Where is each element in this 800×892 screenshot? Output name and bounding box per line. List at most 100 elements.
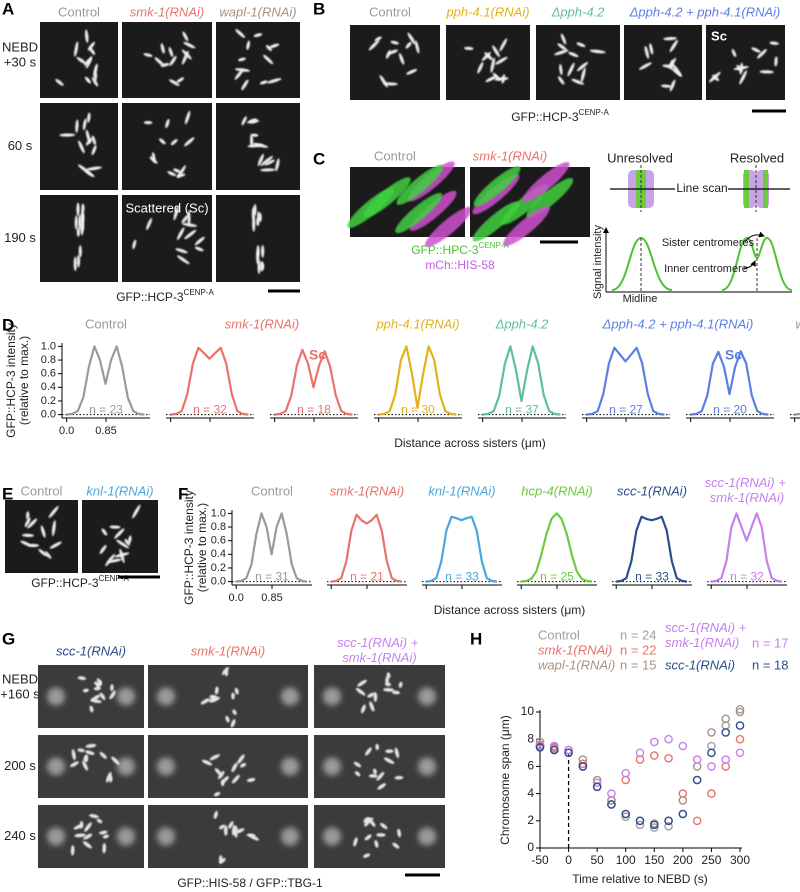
chromosome bbox=[76, 254, 81, 268]
chromosome bbox=[406, 69, 418, 75]
micrograph bbox=[624, 25, 702, 100]
micrograph bbox=[148, 665, 308, 728]
chromosome bbox=[589, 49, 606, 54]
chromosome bbox=[109, 690, 116, 700]
chromosome bbox=[84, 170, 95, 178]
profile-line bbox=[690, 350, 769, 416]
chromosome bbox=[415, 40, 420, 54]
chromosome bbox=[580, 67, 586, 83]
chromosome bbox=[154, 57, 165, 67]
chromosome bbox=[364, 817, 370, 822]
chromosome bbox=[259, 80, 268, 85]
micrograph bbox=[122, 22, 212, 98]
micrograph bbox=[82, 500, 158, 573]
y-tick-label: 1.0 bbox=[211, 507, 226, 519]
chromosome bbox=[159, 138, 166, 145]
chromosome bbox=[99, 544, 107, 555]
chromatid bbox=[396, 164, 444, 205]
chromosome bbox=[40, 525, 46, 538]
series-title: hcp-4(RNAi) bbox=[521, 483, 593, 498]
y-tick-label: 0.0 bbox=[211, 575, 226, 587]
chromosome bbox=[70, 845, 75, 856]
micrograph bbox=[347, 161, 472, 247]
chromosome bbox=[268, 43, 280, 49]
centrosome bbox=[117, 687, 135, 706]
chromosome bbox=[663, 36, 677, 41]
chromosome bbox=[184, 229, 197, 240]
chromosome bbox=[225, 715, 230, 723]
superscript: CENP-A bbox=[479, 241, 510, 250]
y-tick-label: 0.4 bbox=[211, 548, 226, 560]
chromosome bbox=[85, 56, 93, 69]
chromosome bbox=[260, 168, 275, 172]
y-tick-label: 0.2 bbox=[41, 395, 56, 407]
diagram-label: Line scan bbox=[676, 181, 727, 195]
n-label: n = 33 bbox=[445, 570, 479, 584]
chromosome bbox=[143, 53, 153, 57]
centrosome bbox=[47, 757, 65, 776]
column-header: pph-4.1(RNAi) bbox=[445, 4, 529, 19]
micrograph-bg bbox=[82, 500, 158, 573]
centrosome bbox=[418, 687, 436, 706]
chromosome bbox=[464, 46, 474, 51]
series-title: Δpph-4.2 + pph-4.1(RNAi) bbox=[602, 316, 754, 331]
point bbox=[635, 748, 645, 758]
chromosome bbox=[554, 49, 569, 56]
column-header: scc-1(RNAi) + smk-1(RNAi) bbox=[337, 636, 422, 666]
chromosome bbox=[477, 61, 484, 74]
chromosome bbox=[76, 202, 80, 217]
chromosome bbox=[250, 134, 254, 147]
chromosome bbox=[639, 62, 652, 70]
centrosome bbox=[323, 687, 341, 706]
chromosome bbox=[128, 535, 132, 544]
annotation: Sc bbox=[711, 28, 727, 43]
chromosome bbox=[209, 694, 217, 699]
chromosome bbox=[219, 824, 226, 830]
chromosome bbox=[75, 119, 79, 133]
legend-n: n = 15 bbox=[620, 657, 657, 672]
point bbox=[721, 714, 731, 724]
chromosome bbox=[223, 825, 228, 836]
chromosome bbox=[73, 256, 77, 272]
point bbox=[607, 800, 616, 809]
chromosome bbox=[151, 152, 156, 163]
chromosome bbox=[124, 538, 131, 546]
point bbox=[721, 755, 731, 764]
x-tick-label: 300 bbox=[730, 853, 750, 867]
point bbox=[564, 745, 573, 755]
y-tick-label: 0.8 bbox=[41, 354, 56, 366]
chromatid bbox=[502, 206, 550, 247]
point bbox=[549, 745, 559, 755]
chromosome bbox=[175, 248, 188, 254]
chromosome bbox=[219, 858, 226, 864]
n-label: n = 27 bbox=[609, 403, 643, 417]
chromosome bbox=[241, 79, 249, 91]
chromosome bbox=[167, 171, 177, 177]
n-label: n = 37 bbox=[505, 403, 539, 417]
micrograph-bg bbox=[122, 22, 212, 98]
y-tick-label: 0.2 bbox=[211, 562, 226, 574]
chromosome bbox=[405, 41, 412, 49]
micrograph bbox=[470, 162, 590, 247]
chromosome bbox=[231, 774, 240, 784]
chromosome bbox=[368, 774, 378, 778]
chromosome bbox=[84, 754, 89, 763]
micrograph bbox=[536, 25, 620, 100]
chromosome bbox=[495, 56, 508, 65]
legend-label: scc-1(RNAi) + smk-1(RNAi) bbox=[665, 620, 750, 650]
chromosome bbox=[499, 38, 508, 52]
chromosome bbox=[168, 47, 174, 58]
chromosome bbox=[99, 830, 108, 835]
micrograph bbox=[314, 735, 445, 798]
chromosome bbox=[99, 692, 106, 701]
point bbox=[735, 707, 745, 717]
point bbox=[707, 748, 716, 758]
chromosome bbox=[181, 214, 189, 224]
chromosome bbox=[731, 49, 737, 58]
chromosome bbox=[247, 144, 264, 148]
chromosome bbox=[78, 140, 85, 154]
chromosome bbox=[81, 203, 85, 213]
row-label: +160 s bbox=[0, 686, 40, 701]
chromosome bbox=[101, 528, 108, 536]
chromosome bbox=[557, 43, 567, 51]
